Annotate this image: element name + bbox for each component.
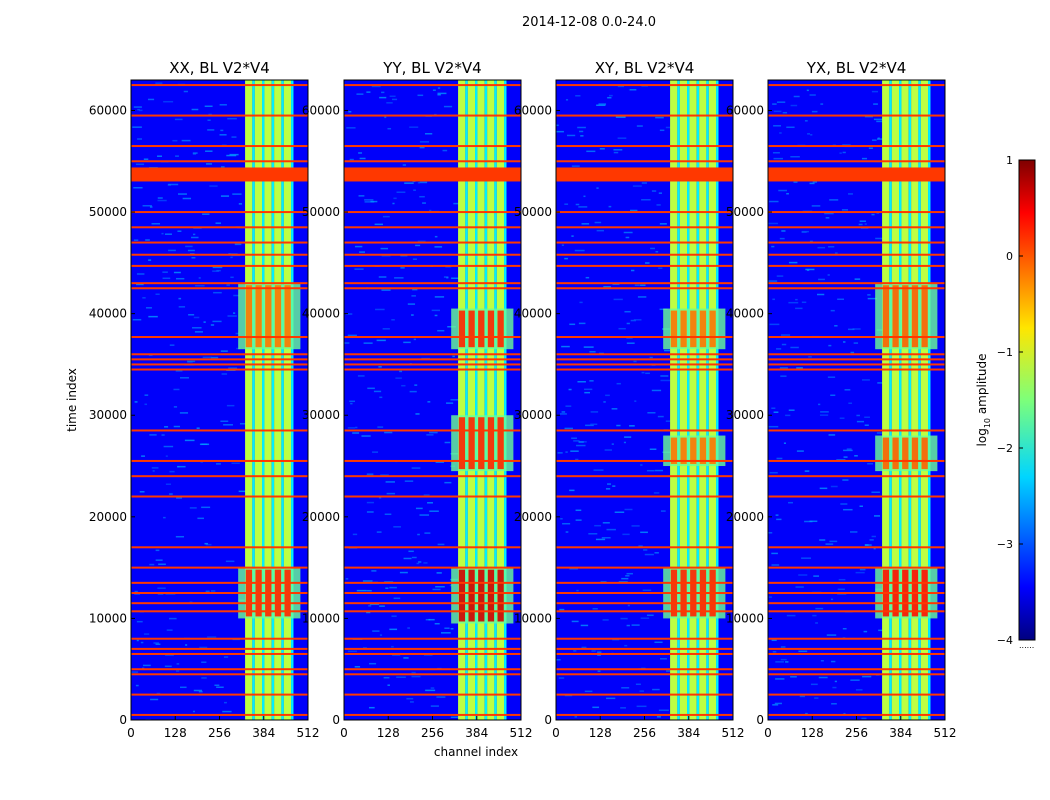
colorbar-label: log10 amplitude (975, 354, 992, 447)
heatmap-image (344, 80, 521, 720)
y-tick-label: 60000 (89, 103, 127, 117)
y-tick-label: 0 (756, 713, 764, 727)
x-tick-label: 384 (252, 726, 275, 740)
heatmap-image (556, 80, 733, 720)
panel-title: YX, BL V2*V4 (806, 59, 907, 77)
y-tick-label: 50000 (302, 205, 340, 219)
y-tick-label: 10000 (726, 611, 764, 625)
y-tick-label: 30000 (89, 408, 127, 422)
figure-suptitle: 2014-12-08 0.0-24.0 (522, 15, 656, 30)
y-tick-label: 20000 (89, 510, 127, 524)
colorbar-tick-label: −1 (997, 346, 1013, 359)
x-tick-label: 512 (297, 726, 320, 740)
x-tick-label: 512 (934, 726, 957, 740)
x-tick-label: 384 (465, 726, 488, 740)
y-tick-label: 30000 (514, 408, 552, 422)
x-tick-label: 256 (633, 726, 656, 740)
y-tick-label: 10000 (514, 611, 552, 625)
colorbar-tick-label: 0 (1006, 250, 1013, 263)
x-tick-label: 384 (677, 726, 700, 740)
y-tick-label: 20000 (726, 510, 764, 524)
y-tick-label: 0 (119, 713, 127, 727)
colorbar-label-log: log (975, 428, 989, 446)
x-tick-label: 128 (164, 726, 187, 740)
x-tick-label: 384 (889, 726, 912, 740)
x-tick-label: 256 (845, 726, 868, 740)
y-tick-label: 50000 (514, 205, 552, 219)
colorbar-tick-label: −2 (997, 442, 1013, 455)
y-tick-label: 60000 (514, 103, 552, 117)
panel-0: XX, BL V2*V4 0 128 256 384 512 0 10000 20000 3000… (89, 59, 320, 740)
colorbar-tick-label: −4 (997, 634, 1013, 647)
y-tick-label: 50000 (89, 205, 127, 219)
heatmap-image (131, 80, 308, 720)
colorbar-gradient (1018, 159, 1036, 641)
x-tick-label: 512 (722, 726, 745, 740)
colorbar: 10−1−2−3−4 log10 amplitude ...... (975, 154, 1036, 650)
x-axis-label: channel index (434, 745, 518, 759)
x-tick-label: 128 (377, 726, 400, 740)
y-tick-label: 40000 (302, 307, 340, 321)
y-tick-label: 20000 (514, 510, 552, 524)
x-tick-label: 256 (421, 726, 444, 740)
y-tick-label: 0 (332, 713, 340, 727)
x-tick-label: 128 (801, 726, 824, 740)
panel-title: XX, BL V2*V4 (169, 59, 270, 77)
y-tick-label: 40000 (89, 307, 127, 321)
x-tick-label: 128 (589, 726, 612, 740)
y-tick-label: 60000 (302, 103, 340, 117)
y-tick-label: 0 (544, 713, 552, 727)
heatmap-image (768, 80, 945, 720)
colorbar-extra: ...... (1019, 641, 1034, 650)
x-tick-label: 512 (510, 726, 533, 740)
y-axis-label: time index (65, 368, 79, 432)
panel-3: YX, BL V2*V4 0 128 256 384 512 0 10000 20000 3000… (726, 59, 957, 740)
panel-title: YY, BL V2*V4 (382, 59, 481, 77)
panel-2: XY, BL V2*V4 0 128 256 384 512 0 10000 20000 3000… (514, 59, 745, 740)
colorbar-ticks: 1 0 −1 −2 −3 −4 (997, 154, 1023, 647)
x-tick-label: 256 (208, 726, 231, 740)
y-tick-label: 40000 (726, 307, 764, 321)
x-tick-label: 0 (127, 726, 135, 740)
x-tick-label: 0 (340, 726, 348, 740)
y-tick-label: 10000 (302, 611, 340, 625)
y-tick-label: 10000 (89, 611, 127, 625)
colorbar-label-sub: 10 (983, 418, 992, 428)
y-tick-label: 60000 (726, 103, 764, 117)
panel-title: XY, BL V2*V4 (595, 59, 695, 77)
y-tick-label: 30000 (302, 408, 340, 422)
panel-1: YY, BL V2*V4 0 128 256 384 512 0 10000 20000 3000… (302, 59, 533, 740)
y-tick-label: 40000 (514, 307, 552, 321)
x-tick-label: 0 (552, 726, 560, 740)
colorbar-label-suffix: amplitude (975, 354, 989, 418)
colorbar-tick-label: 1 (1006, 154, 1013, 167)
y-tick-label: 30000 (726, 408, 764, 422)
x-tick-label: 0 (764, 726, 772, 740)
y-tick-label: 50000 (726, 205, 764, 219)
panels-group: XX, BL V2*V4 0 128 256 384 512 0 10000 20000 3000… (89, 59, 957, 740)
y-tick-label: 20000 (302, 510, 340, 524)
colorbar-tick-label: −3 (997, 538, 1013, 551)
